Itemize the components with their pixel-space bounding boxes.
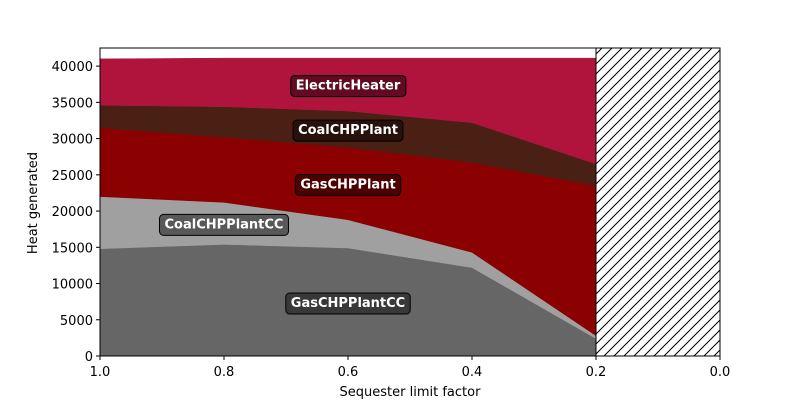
series-label-text: GasCHPPlant [300, 178, 395, 193]
series-label-box [159, 213, 289, 236]
x-axis: 1.0 0.8 0.6 0.4 0.2 0.0 [90, 356, 731, 380]
series-label-text: ElectricHeater [296, 79, 401, 94]
y-tick-label: 40000 [52, 60, 93, 75]
series-label-box [290, 75, 407, 98]
x-tick-label: 0.2 [586, 365, 607, 380]
area-series-group [99, 57, 597, 357]
x-tick-label: 0.4 [462, 365, 483, 380]
y-tick-label: 25000 [52, 169, 93, 184]
series-label-electric-heater: ElectricHeater [290, 75, 407, 98]
series-labels-group: GasCHPPlantCC CoalCHPPlantCC GasCHPPlant Co… [159, 75, 411, 315]
x-axis-label: Sequester limit factor [340, 385, 482, 400]
y-tick-label: 0 [85, 350, 93, 365]
plot-border [99, 47, 721, 357]
y-axis: 0 5000 10000 15000 20000 25000 30000 35000 40000 [52, 60, 100, 365]
infeasible-region-group [595, 47, 721, 357]
series-label-text: CoalCHPPlantCC [165, 217, 284, 232]
x-tick-label: 1.0 [90, 365, 111, 380]
series-label-box [285, 292, 411, 315]
series-label-gas-chpplant: GasCHPPlant [294, 174, 402, 197]
series-label-text: CoalCHPPlant [298, 123, 398, 138]
series-label-gas-chpplant-cc: GasCHPPlantCC [285, 292, 411, 315]
series-label-text: GasCHPPlantCC [291, 296, 405, 311]
y-tick-label: 30000 [52, 133, 93, 148]
x-tick-label: 0.6 [338, 365, 359, 380]
series-label-coal-chpplant-cc: CoalCHPPlantCC [159, 213, 289, 236]
x-tick-label: 0.8 [214, 365, 235, 380]
series-label-box [292, 119, 404, 142]
plot-frame [99, 47, 721, 357]
series-label-coal-chpplant: CoalCHPPlant [292, 119, 404, 142]
y-axis-label: Heat generated [26, 152, 41, 254]
y-tick-label: 15000 [52, 241, 93, 256]
y-tick-label: 35000 [52, 96, 93, 111]
y-tick-label: 10000 [52, 278, 93, 293]
y-tick-label: 5000 [60, 314, 93, 329]
y-tick-label: 20000 [52, 205, 93, 220]
infeasible-region-hatch [595, 47, 721, 357]
series-label-box [294, 174, 402, 197]
x-tick-label: 0.0 [710, 365, 731, 380]
